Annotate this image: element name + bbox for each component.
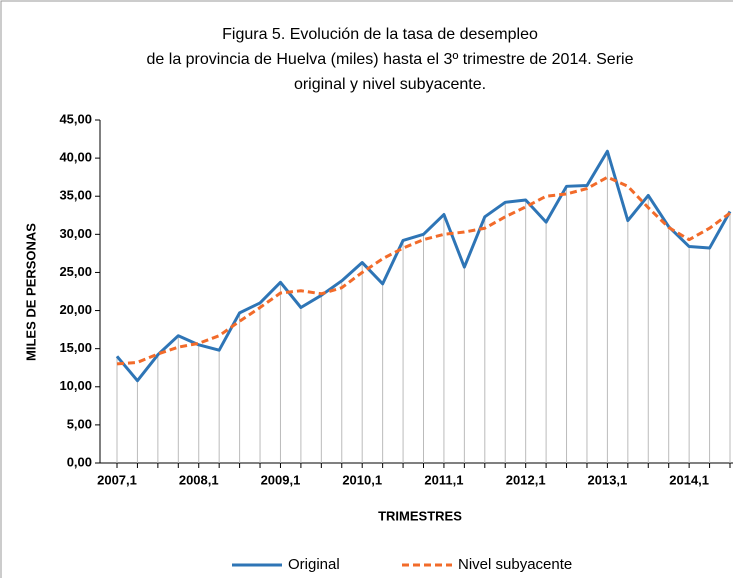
x-tick-label: 2013,1 [588,472,628,487]
chart-title: Figura 5. Evolución de la tasa de desemp… [222,26,538,43]
x-tick-label: 2010,1 [342,472,382,487]
y-tick-label: 0,00 [67,454,92,469]
y-tick-label: 40,00 [59,150,92,165]
legend-label: Nivel subyacente [458,556,572,573]
y-tick-label: 30,00 [59,226,92,241]
y-tick-label: 15,00 [59,340,92,355]
plot [115,149,732,468]
chart-subtitle: original y nivel subyacente. [294,76,486,93]
x-tick-label: 2008,1 [179,472,219,487]
x-tick-label: 2014,1 [669,472,709,487]
series-line [115,149,732,383]
y-tick-label: 45,00 [59,111,92,126]
x-tick-label: 2011,1 [424,472,463,487]
x-tick-label: 2009,1 [261,472,301,487]
y-tick-label: 10,00 [59,378,92,393]
x-tick-label: 2012,1 [506,472,546,487]
y-tick-label: 20,00 [59,302,92,317]
x-axis-label: TRIMESTRES [378,508,462,523]
y-tick-label: 35,00 [59,188,92,203]
legend-label: Original [288,556,340,573]
y-tick-label: 5,00 [67,416,92,431]
y-axis-label: MILES DE PERSONAS [23,223,38,361]
y-tick-label: 25,00 [59,264,92,279]
chart-subtitle: de la provincia de Huelva (miles) hasta … [147,51,634,68]
x-tick-label: 2007,1 [97,472,137,487]
